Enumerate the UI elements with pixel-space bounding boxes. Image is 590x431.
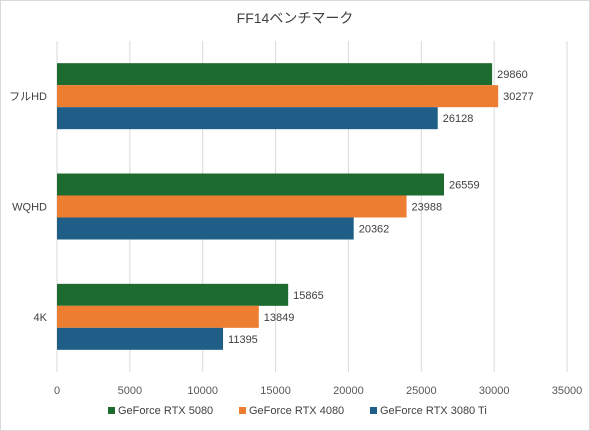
data-label: 30277 <box>503 91 534 103</box>
x-axis-tick-labels: 0 5000 10000 15000 20000 25000 30000 35000 <box>54 385 582 397</box>
bar <box>57 305 259 328</box>
legend-swatch <box>370 407 377 414</box>
x-tick-label: 15000 <box>260 385 291 397</box>
category-label: 4K <box>34 312 48 324</box>
x-tick-label: 10000 <box>187 385 218 397</box>
data-label: 23988 <box>412 202 443 214</box>
data-label: 26559 <box>449 180 480 192</box>
category-label: WQHD <box>12 202 47 214</box>
category-label: フルHD <box>9 91 47 103</box>
chart-title: FF14ベンチマーク <box>237 10 354 26</box>
legend: GeForce RTX 5080 GeForce RTX 4080 GeForce … <box>108 405 487 417</box>
bar <box>57 173 445 196</box>
data-label: 20362 <box>359 224 390 236</box>
data-labels: 29860 30277 26128 26559 23988 20362 15865 13849… <box>228 69 534 346</box>
y-axis-category-labels: フルHD WQHD 4K <box>9 91 48 324</box>
bar <box>57 283 289 306</box>
x-tick-label: 0 <box>54 385 60 397</box>
bars <box>57 63 499 350</box>
legend-label: GeForce RTX 3080 Ti <box>380 405 487 417</box>
bar <box>57 107 438 130</box>
bar <box>57 195 407 218</box>
data-label: 11395 <box>228 334 258 346</box>
data-label: 26128 <box>443 113 474 125</box>
data-label: 13849 <box>264 312 295 324</box>
x-tick-label: 30000 <box>479 385 510 397</box>
x-tick-label: 5000 <box>118 385 142 397</box>
data-label: 29860 <box>497 69 528 81</box>
bar <box>57 327 224 350</box>
legend-label: GeForce RTX 5080 <box>118 405 213 417</box>
bar <box>57 85 499 108</box>
legend-swatch <box>239 407 246 414</box>
x-tick-label: 25000 <box>406 385 437 397</box>
x-tick-label: 35000 <box>552 385 583 397</box>
bar <box>57 217 354 240</box>
x-tick-label: 20000 <box>333 385 364 397</box>
legend-swatch <box>108 407 115 414</box>
bar <box>57 63 493 86</box>
legend-label: GeForce RTX 4080 <box>249 405 344 417</box>
data-label: 15865 <box>293 290 324 302</box>
